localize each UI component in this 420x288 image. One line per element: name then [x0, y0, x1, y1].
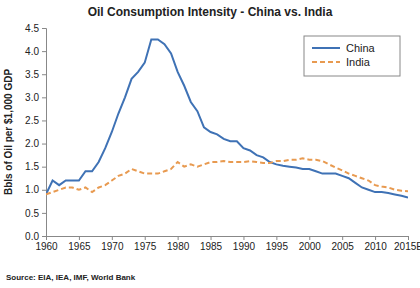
y-tick-mark: [42, 74, 46, 75]
legend-swatch: [312, 61, 340, 63]
x-tick-mark: [408, 236, 409, 240]
x-tick-mark: [375, 236, 376, 240]
x-tick: 1985: [200, 236, 223, 252]
x-tick: 1980: [167, 236, 190, 252]
x-tick-mark: [112, 236, 113, 240]
x-tick-mark: [79, 236, 80, 240]
series-line: [46, 40, 408, 198]
x-tick-mark: [145, 236, 146, 240]
y-tick: 1.5: [25, 161, 46, 172]
y-tick-label: 3.5: [25, 69, 39, 80]
legend-swatch: [312, 47, 340, 49]
y-tick: 4.0: [25, 46, 46, 57]
y-axis: 0.0 0.5 1.0 1.5 2.0 2.5 3.0 3.5 4.0 4.5: [25, 23, 46, 242]
y-tick-mark: [42, 213, 46, 214]
source-note: Source: EIA, IEA, IMF, World Bank: [6, 273, 136, 282]
x-tick-label: 1990: [233, 241, 256, 252]
y-axis-line: [42, 29, 47, 237]
x-tick-label: 2010: [364, 241, 387, 252]
y-tick-mark: [42, 97, 46, 98]
x-tick: 1990: [233, 236, 256, 252]
x-tick-label: 1985: [200, 241, 223, 252]
y-tick: 2.0: [25, 138, 46, 149]
y-tick-label: 3.0: [25, 92, 39, 103]
chart-title: Oil Consumption Intensity - China vs. In…: [88, 5, 333, 19]
x-axis-line: [47, 237, 409, 241]
y-tick-mark: [42, 28, 46, 29]
x-tick: 2005: [332, 236, 355, 252]
x-tick-mark: [342, 236, 343, 240]
x-axis: 1960 1965 1970 1975 1980 1985 1990 1995 2000 2005…: [35, 236, 420, 252]
legend-label: China: [346, 42, 376, 54]
y-axis-title: Bbls of Oil per $1,000 GDP: [3, 69, 14, 195]
y-tick-label: 4.5: [25, 23, 39, 34]
legend-label: India: [346, 56, 371, 68]
x-tick: 1975: [134, 236, 157, 252]
y-tick-mark: [42, 167, 46, 168]
legend: China India: [304, 36, 400, 76]
x-tick-label: 2005: [332, 241, 355, 252]
y-tick: 3.0: [25, 92, 46, 103]
y-tick-label: 1.5: [25, 161, 39, 172]
y-tick-mark: [42, 190, 46, 191]
x-tick: 1970: [101, 236, 124, 252]
y-tick: 2.5: [25, 115, 46, 126]
x-tick: 1960: [35, 236, 58, 252]
x-tick-mark: [46, 236, 47, 240]
y-tick-label: 4.0: [25, 46, 39, 57]
x-tick-mark: [309, 236, 310, 240]
y-tick-mark: [42, 120, 46, 121]
x-tick-label: 1960: [35, 241, 58, 252]
y-tick: 1.0: [25, 184, 46, 195]
y-tick-mark: [42, 51, 46, 52]
x-tick-label: 1975: [134, 241, 157, 252]
series-line: [46, 158, 408, 194]
y-tick-label: 0.0: [25, 231, 39, 242]
y-tick-label: 2.5: [25, 115, 39, 126]
y-tick: 3.5: [25, 69, 46, 80]
x-tick-label: 2000: [299, 241, 322, 252]
y-tick: 0.5: [25, 208, 46, 219]
lines: [46, 40, 408, 198]
x-tick-mark: [211, 236, 212, 240]
x-tick: 1995: [266, 236, 289, 252]
x-tick-mark: [178, 236, 179, 240]
x-tick-mark: [243, 236, 244, 240]
y-tick-label: 1.0: [25, 184, 39, 195]
x-tick: 2010: [364, 236, 387, 252]
x-tick: 1965: [68, 236, 91, 252]
legend-box: [304, 36, 400, 76]
y-tick: 0.0: [25, 231, 46, 242]
x-tick-label: 1965: [68, 241, 91, 252]
x-tick-mark: [276, 236, 277, 240]
plot: 0.00.51.01.52.02.53.03.54.04.51960196519…: [25, 23, 420, 252]
x-tick-label: 1995: [266, 241, 289, 252]
x-tick-label: 1970: [101, 241, 124, 252]
y-tick-label: 2.0: [25, 138, 39, 149]
x-tick-label: 1980: [167, 241, 190, 252]
x-tick: 2015E: [394, 236, 420, 252]
x-tick: 2000: [299, 236, 322, 252]
y-tick: 4.5: [25, 23, 46, 34]
x-tick-label: 2015E: [394, 241, 420, 252]
y-tick-mark: [42, 144, 46, 145]
y-tick-label: 0.5: [25, 208, 39, 219]
y-tick-mark: [42, 236, 46, 237]
